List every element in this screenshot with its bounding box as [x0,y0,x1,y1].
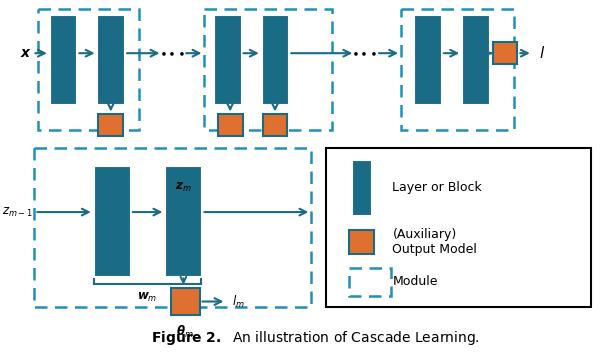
Text: $\bullet\!\bullet\!\bullet$: $\bullet\!\bullet\!\bullet$ [159,47,185,60]
FancyBboxPatch shape [262,15,288,104]
Text: $\boldsymbol{z}_m$: $\boldsymbol{z}_m$ [175,181,191,194]
FancyBboxPatch shape [97,15,124,104]
Text: $z_{m-1}$: $z_{m-1}$ [2,205,33,219]
FancyBboxPatch shape [50,15,77,104]
FancyBboxPatch shape [263,114,288,136]
FancyBboxPatch shape [165,166,202,276]
FancyBboxPatch shape [414,15,441,104]
Text: $\mathbf{Figure\ 2.}$  An illustration of Cascade Learning.: $\mathbf{Figure\ 2.}$ An illustration of… [150,329,480,347]
FancyBboxPatch shape [350,230,374,254]
FancyBboxPatch shape [98,114,123,136]
Text: $l$: $l$ [539,45,545,61]
FancyBboxPatch shape [94,166,130,276]
Text: $\boldsymbol{w}_m$: $\boldsymbol{w}_m$ [137,291,158,304]
Text: (Auxiliary)
Output Model: (Auxiliary) Output Model [393,228,477,256]
Text: Module: Module [393,275,438,288]
Text: $\bullet\!\bullet\!\bullet$: $\bullet\!\bullet\!\bullet$ [352,47,378,60]
Text: Layer or Block: Layer or Block [393,181,482,194]
FancyBboxPatch shape [493,42,518,64]
FancyBboxPatch shape [217,114,243,136]
Text: $\boldsymbol{\theta}_m$: $\boldsymbol{\theta}_m$ [176,323,194,339]
FancyBboxPatch shape [214,15,240,104]
Text: $\boldsymbol{x}$: $\boldsymbol{x}$ [20,46,31,60]
FancyBboxPatch shape [462,15,489,104]
FancyBboxPatch shape [352,160,371,215]
Text: $l_m$: $l_m$ [232,294,245,310]
FancyBboxPatch shape [326,148,591,308]
FancyBboxPatch shape [171,287,199,315]
